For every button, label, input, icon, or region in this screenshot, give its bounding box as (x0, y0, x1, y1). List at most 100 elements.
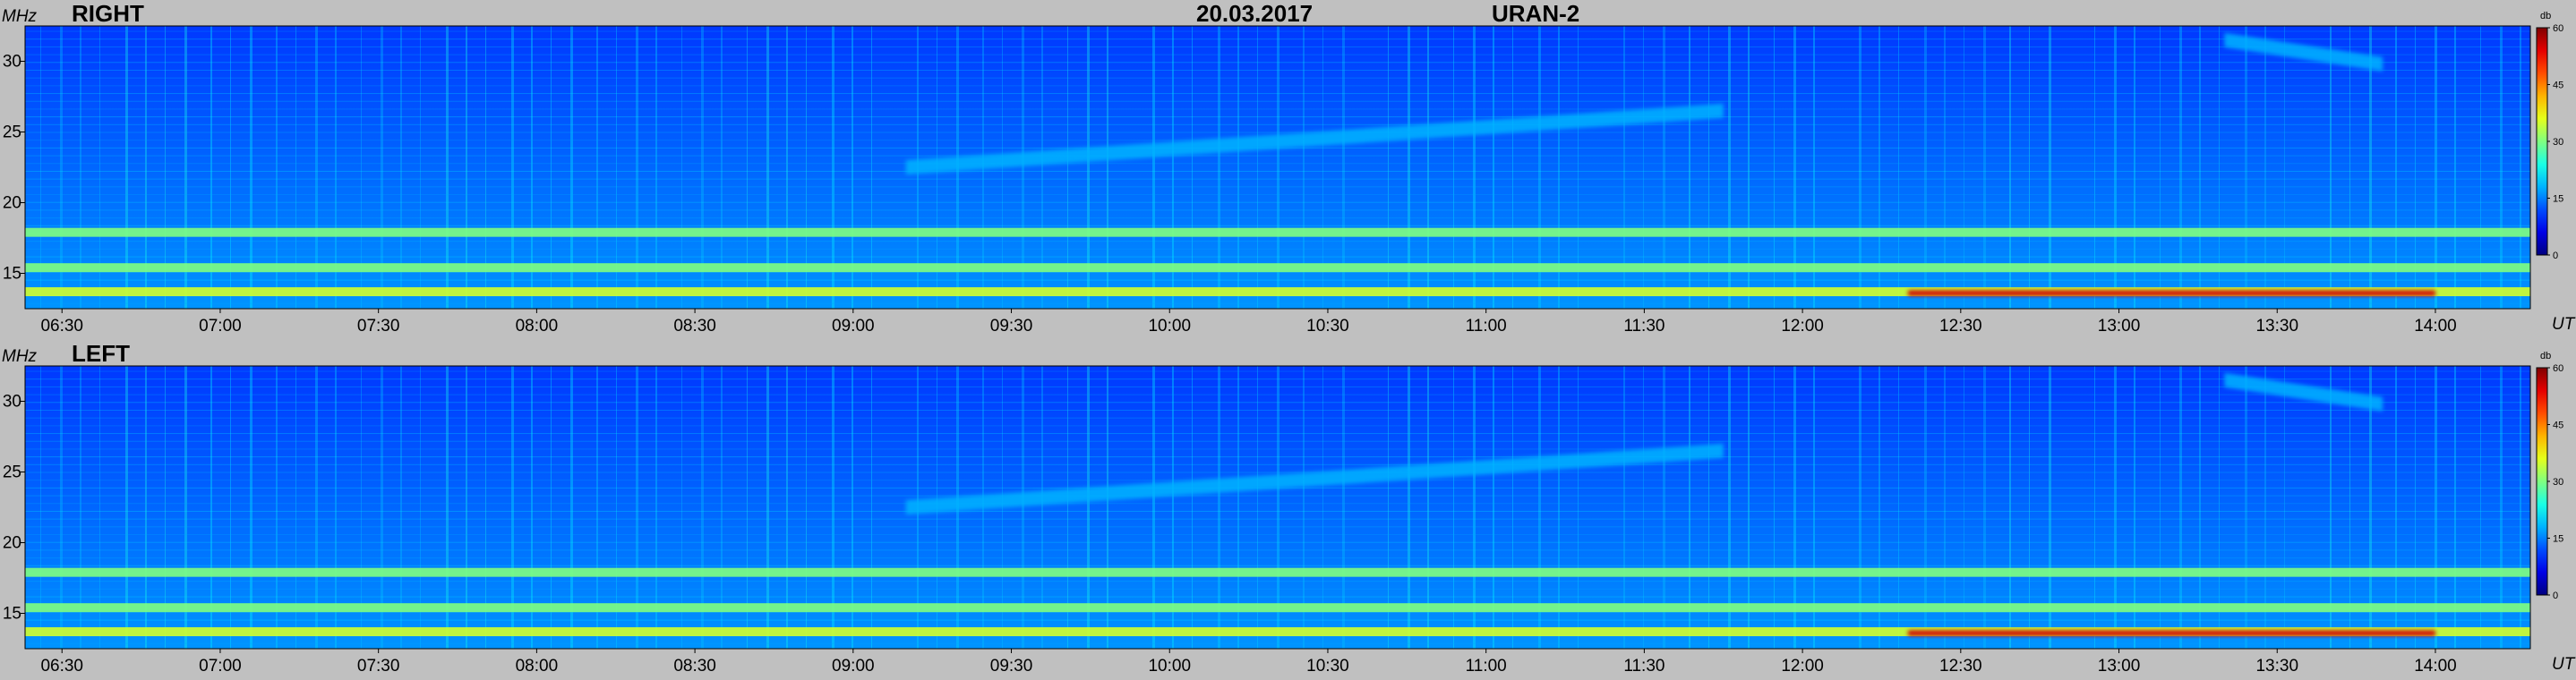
vertical-interference-streak (852, 366, 853, 649)
vertical-interference-streak (295, 26, 296, 309)
vertical-interference-streak (616, 26, 617, 309)
vertical-interference-streak (2009, 366, 2011, 649)
vertical-interference-streak (2284, 366, 2285, 649)
vertical-interference-streak (184, 26, 187, 309)
vertical-interference-streak (60, 366, 63, 649)
vertical-interference-streak (570, 366, 573, 649)
vertical-interference-streak (2199, 366, 2201, 649)
vertical-interference-streak (1578, 366, 1579, 649)
vertical-interference-streak (125, 366, 128, 649)
vertical-interference-streak (1107, 26, 1108, 309)
horizontal-noise-line (25, 194, 2530, 196)
x-tick-label: 10:30 (1306, 657, 1349, 676)
x-tick-label: 11:30 (1623, 657, 1665, 676)
vertical-interference-streak (1512, 366, 1513, 649)
vertical-interference-streak (1237, 366, 1239, 649)
x-tick-label: 12:30 (1939, 657, 1982, 676)
x-tick-label: 11:00 (1466, 657, 1507, 676)
vertical-interference-streak (1277, 366, 1279, 649)
horizontal-noise-line (25, 69, 2530, 71)
vertical-interference-streak (2520, 26, 2521, 309)
vertical-interference-streak (446, 26, 449, 309)
vertical-interference-streak (1813, 26, 1815, 309)
colorbar (2536, 27, 2548, 256)
horizontal-noise-line (25, 588, 2530, 590)
horizontal-noise-line (25, 557, 2530, 559)
vertical-interference-streak (125, 26, 128, 309)
vertical-interference-streak (1087, 26, 1090, 309)
horizontal-noise-line (25, 302, 2530, 304)
vertical-interference-streak (184, 366, 187, 649)
vertical-interference-streak (511, 366, 514, 649)
vertical-interference-streak (832, 366, 834, 649)
colorbar-tick-label: 60 (2553, 23, 2563, 34)
vertical-interference-streak (531, 26, 533, 309)
vertical-interference-streak (2114, 366, 2117, 649)
colorbar (2536, 367, 2548, 596)
vertical-interference-streak (1663, 366, 1665, 649)
vertical-interference-streak (1623, 366, 1625, 649)
y-tick-label: 30 (3, 393, 21, 412)
vertical-interference-streak (1983, 26, 1986, 309)
x-tick-label: 12:00 (1781, 317, 1824, 336)
vertical-interference-streak (1578, 26, 1579, 309)
freq-unit-label: MHz (2, 347, 38, 366)
x-tick-label: 07:30 (357, 317, 400, 336)
vertical-interference-streak (1898, 26, 1899, 309)
colorbar-tick-label: 15 (2553, 534, 2563, 545)
y-tick-label: 20 (3, 194, 21, 213)
vertical-interference-streak (2134, 26, 2135, 309)
vertical-interference-streak (551, 26, 552, 309)
vertical-interference-streak (551, 366, 552, 649)
vertical-interference-streak (1022, 26, 1024, 309)
time-unit-label: UT (2552, 315, 2575, 334)
vertical-interference-streak (2049, 366, 2051, 649)
vertical-interference-streak (2454, 26, 2456, 309)
horizontal-noise-line (25, 155, 2530, 157)
horizontal-noise-line (25, 93, 2530, 95)
vertical-interference-streak (1859, 26, 1861, 309)
horizontal-noise-line (25, 100, 2530, 102)
vertical-interference-streak (2435, 26, 2437, 309)
x-tick-label: 10:00 (1148, 317, 1191, 336)
vertical-interference-streak (2264, 366, 2266, 649)
vertical-interference-streak (871, 366, 872, 649)
vertical-interference-streak (1303, 366, 1305, 649)
vertical-interference-streak (2349, 366, 2350, 649)
x-tick-label: 08:30 (673, 317, 716, 336)
vertical-interference-streak (1813, 366, 1815, 649)
vertical-interference-streak (1342, 366, 1345, 649)
horizontal-noise-line (25, 256, 2530, 258)
vertical-interference-streak (1453, 366, 1454, 649)
horizontal-noise-line (25, 62, 2530, 64)
vertical-interference-streak (1152, 366, 1155, 649)
colorbar-unit-label: db (2540, 351, 2552, 361)
colorbar-tick-label: 0 (2553, 251, 2558, 261)
vertical-interference-streak (1558, 26, 1560, 309)
vertical-interference-streak (2395, 366, 2397, 649)
vertical-interference-streak (2500, 26, 2503, 309)
horizontal-noise-line (25, 596, 2530, 598)
x-tick-label: 13:00 (2098, 317, 2141, 336)
colorbar-tick-label: 45 (2553, 421, 2563, 431)
x-tick-label: 06:30 (40, 317, 83, 336)
vertical-interference-streak (2009, 26, 2011, 309)
vertical-interference-streak (1623, 26, 1625, 309)
vertical-interference-streak (446, 366, 449, 649)
vertical-interference-streak (1408, 366, 1410, 649)
x-tick-label: 10:00 (1148, 657, 1191, 676)
horizontal-noise-line (25, 30, 2530, 32)
freq-unit-label: MHz (2, 7, 38, 26)
horizontal-noise-line (25, 642, 2530, 644)
vertical-interference-streak (165, 26, 166, 309)
vertical-interference-streak (250, 366, 252, 649)
y-tick-label: 30 (3, 53, 21, 72)
vertical-interference-streak (1303, 26, 1305, 309)
vertical-interference-streak (1663, 26, 1665, 309)
vertical-interference-streak (2330, 366, 2332, 649)
horizontal-noise-line (25, 108, 2530, 110)
vertical-interference-streak (766, 26, 769, 309)
interference-line-feature (25, 227, 2530, 237)
vertical-interference-streak (2435, 366, 2437, 649)
vertical-interference-streak (852, 26, 853, 309)
